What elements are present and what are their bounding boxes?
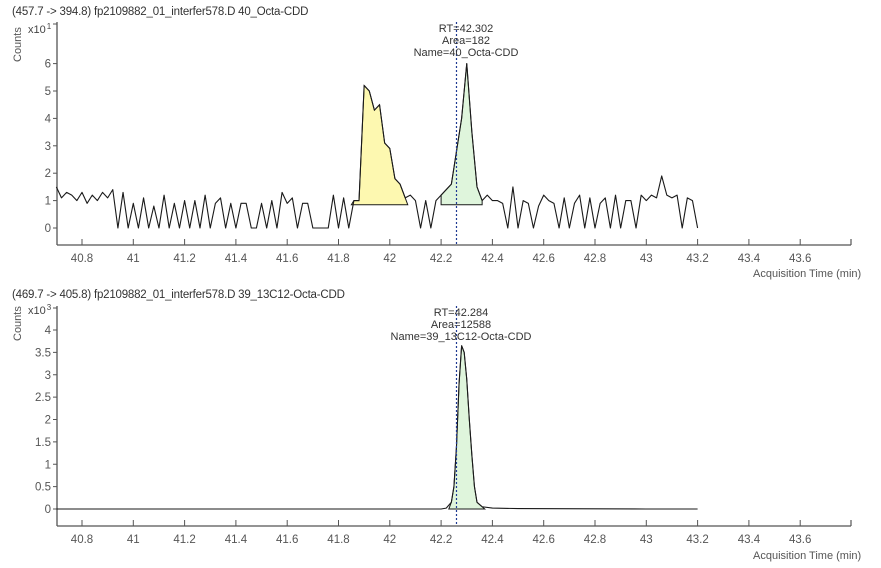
y-tick-label: 6 xyxy=(45,59,51,71)
y-tick-label: 2 xyxy=(45,168,51,180)
x-tick-label: 43.2 xyxy=(686,534,708,546)
x-tick-label: 43 xyxy=(640,534,653,546)
x-axis-label-bottom: Acquisition Time (min) xyxy=(753,550,862,562)
x-tick-label: 42 xyxy=(383,253,396,265)
x-tick-label: 41.4 xyxy=(225,534,248,546)
chromatogram-panel-top: (457.7 -> 394.8) fp2109882_01_interfer57… xyxy=(12,6,862,280)
x-tick-label: 42.8 xyxy=(584,253,606,265)
x-tick-label: 41.8 xyxy=(327,253,349,265)
x-tick-label: 41 xyxy=(127,534,140,546)
chromatogram-panel-bottom: (469.7 -> 405.8) fp2109882_01_interfer57… xyxy=(0,285,881,568)
peak-annotation-text: RT=42.302 xyxy=(439,23,494,35)
x-tick-label: 41 xyxy=(127,253,140,265)
x-tick-label: 42 xyxy=(383,534,396,546)
y-tick-label: 3.5 xyxy=(35,347,51,359)
x-tick-label: 41.4 xyxy=(225,253,248,265)
x-tick-label: 41.6 xyxy=(276,534,298,546)
x-tick-label: 42.4 xyxy=(481,253,504,265)
x-tick-label: 41.8 xyxy=(327,534,349,546)
y-tick-label: 0 xyxy=(45,223,51,235)
y-tick-label: 1 xyxy=(45,196,51,208)
x-tick-label: 41.6 xyxy=(276,253,298,265)
x-tick-label: 43.2 xyxy=(686,253,708,265)
y-tick-label: 1.5 xyxy=(35,437,51,449)
x-tick-label: 43.4 xyxy=(738,253,761,265)
x-tick-label: 42.6 xyxy=(533,253,555,265)
chromatogram-trace xyxy=(55,63,699,229)
x-tick-label: 43.6 xyxy=(789,534,811,546)
x-tick-label: 42.6 xyxy=(533,534,555,546)
y-tick-label: 4 xyxy=(45,325,52,337)
peak-annotation-text: Name=40_Octa-CDD xyxy=(414,47,519,59)
x-tick-label: 43 xyxy=(640,253,653,265)
panel-title-top: (457.7 -> 394.8) fp2109882_01_interfer57… xyxy=(12,6,309,18)
y-tick-label: 3 xyxy=(45,370,51,382)
y-tick-label: 0.5 xyxy=(35,482,51,494)
x-tick-label: 43.6 xyxy=(789,253,811,265)
chromatogram-trace xyxy=(56,345,698,510)
y-multiplier-top: x101 xyxy=(28,22,52,36)
x-tick-label: 42.8 xyxy=(584,534,606,546)
x-tick-label: 40.8 xyxy=(71,534,93,546)
x-tick-label: 40.8 xyxy=(71,253,93,265)
peak-annotation-text: Name=39_13C12-Octa-CDD xyxy=(391,331,532,343)
y-tick-label: 3 xyxy=(45,141,51,153)
x-tick-label: 42.2 xyxy=(430,253,452,265)
x-tick-label: 43.4 xyxy=(738,534,761,546)
panel-title-bottom: (469.7 -> 405.8) fp2109882_01_interfer57… xyxy=(12,289,345,301)
y-tick-label: 0 xyxy=(45,504,51,516)
x-axis-label-top: Acquisition Time (min) xyxy=(753,268,862,280)
y-tick-label: 1 xyxy=(45,459,51,471)
y-tick-label: 2.5 xyxy=(35,392,51,404)
y-tick-label: 2 xyxy=(45,415,51,427)
y-multiplier-bottom: x103 xyxy=(28,303,52,317)
peak-annotation-text: Area=182 xyxy=(442,35,490,47)
x-tick-label: 41.2 xyxy=(173,534,195,546)
x-tick-label: 42.4 xyxy=(481,534,504,546)
peak-annotation-text: RT=42.284 xyxy=(434,307,489,319)
y-tick-label: 4 xyxy=(45,113,52,125)
peak-annotation-text: Area=12588 xyxy=(431,319,491,331)
x-tick-label: 42.2 xyxy=(430,534,452,546)
y-tick-label: 5 xyxy=(45,86,51,98)
x-tick-label: 41.2 xyxy=(173,253,195,265)
plot-area-top: 0 1 2 3 4 5 6 40.8 41 41.2 41.4 41.6 41.8 42 42.2 42.4 4… xyxy=(45,22,852,265)
